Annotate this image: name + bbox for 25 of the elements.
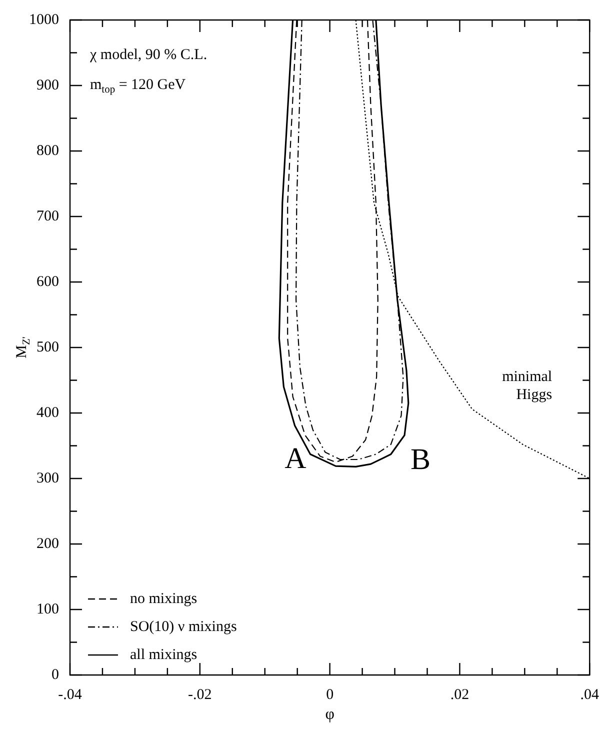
y-axis-title: MZ' bbox=[14, 336, 32, 358]
y-tick-label: 300 bbox=[36, 470, 59, 486]
y-tick-label: 800 bbox=[36, 142, 59, 159]
x-tick-label: .04 bbox=[580, 686, 600, 703]
y-tick-label: 900 bbox=[36, 77, 59, 94]
annotation: minimal Higgs bbox=[502, 369, 552, 404]
y-tick-label: 400 bbox=[36, 404, 59, 421]
x-tick-label: .02 bbox=[450, 686, 470, 703]
y-tick-label: 600 bbox=[36, 274, 59, 290]
legend-label: SO(10) ν mixings bbox=[130, 618, 237, 635]
legend-label: no mixings bbox=[130, 590, 198, 607]
annotation: B bbox=[410, 443, 431, 476]
x-tick-label: -.04 bbox=[58, 686, 82, 703]
x-tick-label: 0 bbox=[326, 686, 334, 703]
y-tick-label: 500 bbox=[36, 339, 59, 356]
y-tick-label: 700 bbox=[36, 208, 59, 224]
y-tick-label: 100 bbox=[36, 601, 59, 618]
y-tick-label: 0 bbox=[52, 666, 59, 683]
x-axis-title: φ bbox=[325, 706, 334, 724]
legend-label: all mixings bbox=[130, 646, 198, 663]
y-tick-label: 200 bbox=[36, 536, 59, 552]
annotation: χ model, 90 % C.L. bbox=[89, 46, 208, 63]
x-tick-label: -.02 bbox=[188, 686, 212, 703]
annotation: A bbox=[284, 442, 307, 476]
y-tick-label: 1000 bbox=[29, 12, 59, 28]
